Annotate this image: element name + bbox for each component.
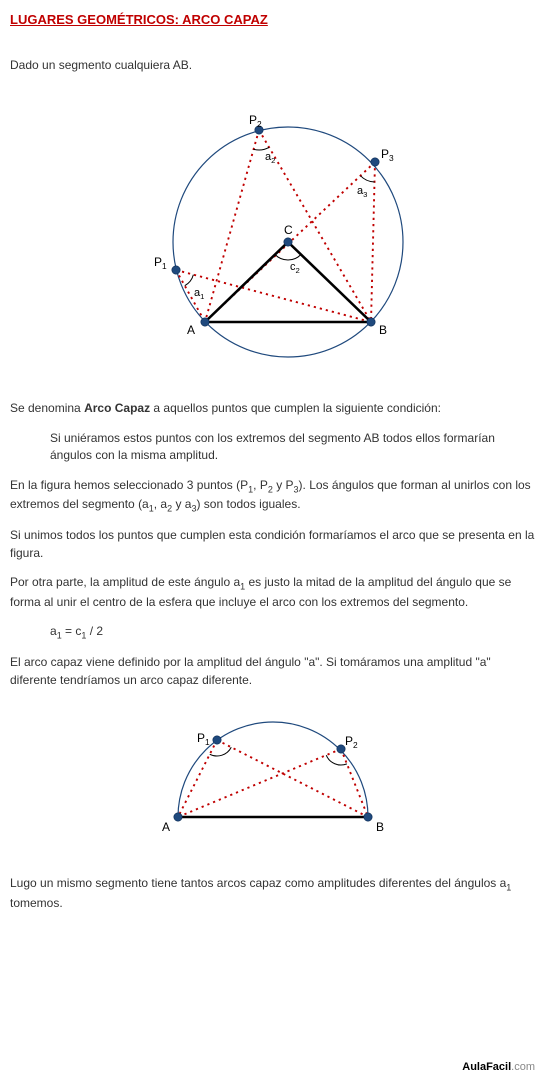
diagram-arco-capaz-secondary: A B P1 P2: [143, 707, 403, 857]
page-title: LUGARES GEOMÉTRICOS: ARCO CAPAZ: [10, 12, 535, 27]
svg-text:A: A: [162, 820, 170, 834]
defined-by-paragraph: El arco capaz viene definido por la ampl…: [10, 654, 535, 689]
svg-text:C: C: [284, 223, 293, 237]
term-arco-capaz: Arco Capaz: [84, 401, 150, 415]
points-paragraph: En la figura hemos seleccionado 3 puntos…: [10, 477, 535, 516]
svg-text:P1: P1: [154, 255, 167, 271]
intro-paragraph: Dado un segmento cualquiera AB.: [10, 57, 535, 74]
svg-text:A: A: [187, 323, 195, 337]
footer-brand: AulaFacil: [462, 1061, 511, 1073]
svg-text:P2: P2: [249, 113, 262, 129]
svg-text:a3: a3: [357, 185, 367, 199]
footer-tld: .com: [511, 1061, 535, 1073]
definition-paragraph: Se denomina Arco Capaz a aquellos puntos…: [10, 400, 535, 417]
svg-text:B: B: [379, 323, 387, 337]
svg-text:a2: a2: [265, 151, 275, 165]
site-footer: AulaFacil.com: [462, 1061, 535, 1073]
svg-text:P3: P3: [381, 147, 394, 163]
def-text-c: a aquellos puntos que cumplen la siguien…: [150, 401, 441, 415]
svg-text:c2: c2: [290, 261, 300, 275]
svg-text:a1: a1: [194, 287, 204, 301]
condition-paragraph: Si uniéramos estos puntos con los extrem…: [10, 430, 535, 465]
svg-text:P2: P2: [345, 734, 358, 750]
arc-paragraph: Si unimos todos los puntos que cumplen e…: [10, 527, 535, 562]
formula: a1 = c1 / 2: [10, 623, 535, 642]
def-text-a: Se denomina: [10, 401, 84, 415]
svg-text:P1: P1: [197, 731, 210, 747]
svg-text:B: B: [376, 820, 384, 834]
diagram-arco-capaz-main: A B C P1 P2 P3 a1 a2 a3 c2: [113, 92, 433, 382]
conclusion-paragraph: Lugo un mismo segmento tiene tantos arco…: [10, 875, 535, 912]
amplitude-paragraph: Por otra parte, la amplitud de este ángu…: [10, 574, 535, 611]
